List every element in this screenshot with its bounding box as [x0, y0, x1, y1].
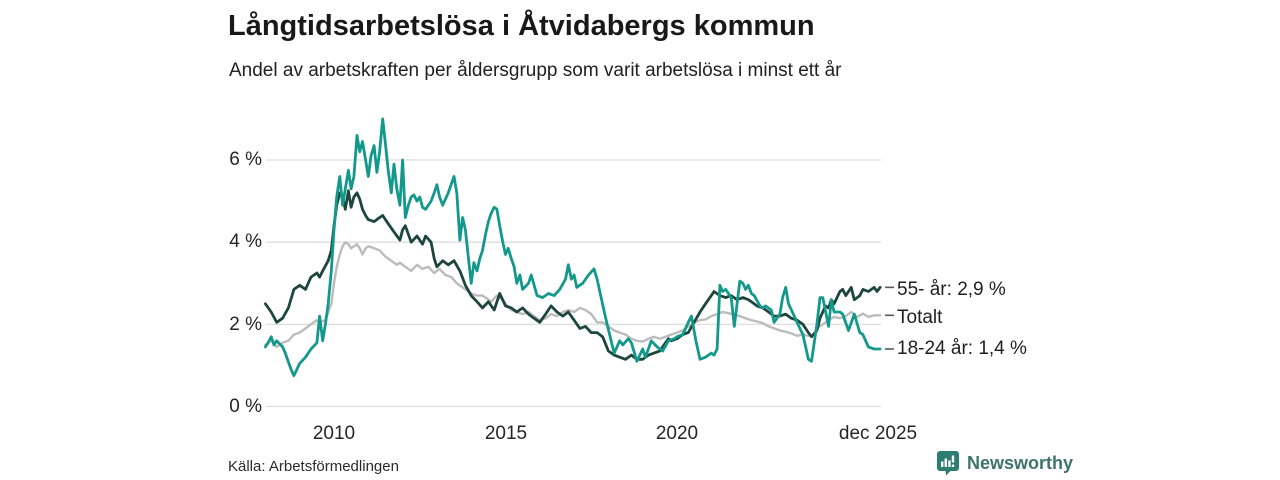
series-line-18-24-år — [263, 117, 882, 378]
brand-name: Newsworthy — [967, 452, 1074, 473]
series-label-totalt: Totalt — [897, 307, 943, 328]
series-line-Totalt — [264, 240, 882, 349]
newsworthy-logo-icon — [937, 451, 959, 476]
series-line-55--år — [263, 189, 882, 361]
x-tick-2020: 2020 — [655, 423, 699, 444]
y-tick-6: 6 % — [229, 149, 262, 170]
page-title: Långtidsarbetslösa i Åtvidabergs kommun — [228, 10, 815, 42]
y-tick-0: 0 % — [229, 396, 262, 417]
y-tick-2: 2 % — [229, 314, 262, 335]
x-tick-dec-2025: dec 2025 — [838, 423, 918, 444]
y-tick-4: 4 % — [229, 231, 262, 252]
x-tick-2015: 2015 — [484, 423, 528, 444]
x-tick-2010: 2010 — [312, 423, 356, 444]
chart-subtitle: Andel av arbetskraften per åldersgrupp s… — [229, 60, 842, 81]
brand-lockup: Newsworthy — [936, 450, 1073, 476]
series-label-18-24: 18-24 år: 1,4 % — [897, 338, 1027, 359]
series-label-55: 55- år: 2,9 % — [897, 279, 1006, 300]
source-note: Källa: Arbetsförmedlingen — [228, 458, 399, 475]
